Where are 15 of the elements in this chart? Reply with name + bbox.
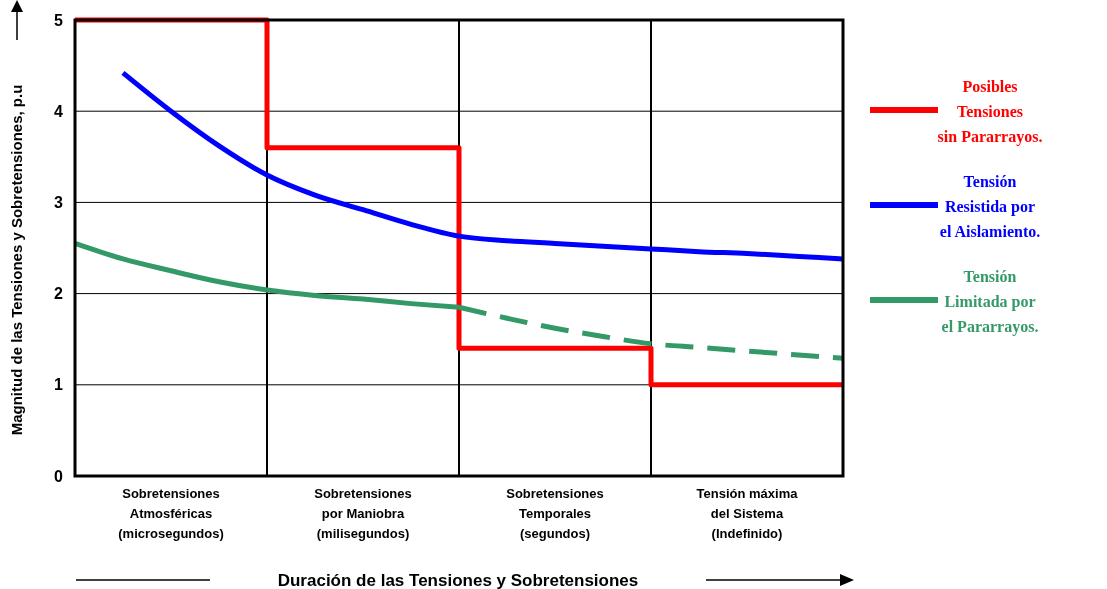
y-tick-label: 0: [54, 467, 64, 485]
x-tick-label: Sobretensiones Temporales (segundos): [506, 486, 604, 541]
y-tick-label: 5: [54, 11, 64, 29]
y-tick-label: 3: [54, 194, 64, 211]
y-tick-label: 4: [54, 102, 64, 120]
x-tick-label: Sobretensiones Atmosféricas (microsegundos): [118, 486, 224, 541]
x-tick-label: Tensión máxima del Sistema (Indefinido): [696, 486, 799, 541]
text: Tensión Limitada por el Pararrayos.: [941, 268, 1039, 336]
y-tick-label: 1: [54, 376, 64, 394]
y-axis-title: Magnitud de las Tensiones y Sobretensiones, p.u: [8, 84, 25, 436]
text: Posibles Tensiones sin Pararrayos.: [937, 78, 1043, 146]
x-axis-title: Duración de las Tensiones y Sobretensiones: [277, 571, 639, 589]
x-tick-label: Sobretensiones por Maniobra (milisegundos): [314, 486, 412, 541]
text: Tensión Resistida por el Aislamiento.: [939, 173, 1041, 240]
y-tick-label: 2: [54, 285, 64, 303]
